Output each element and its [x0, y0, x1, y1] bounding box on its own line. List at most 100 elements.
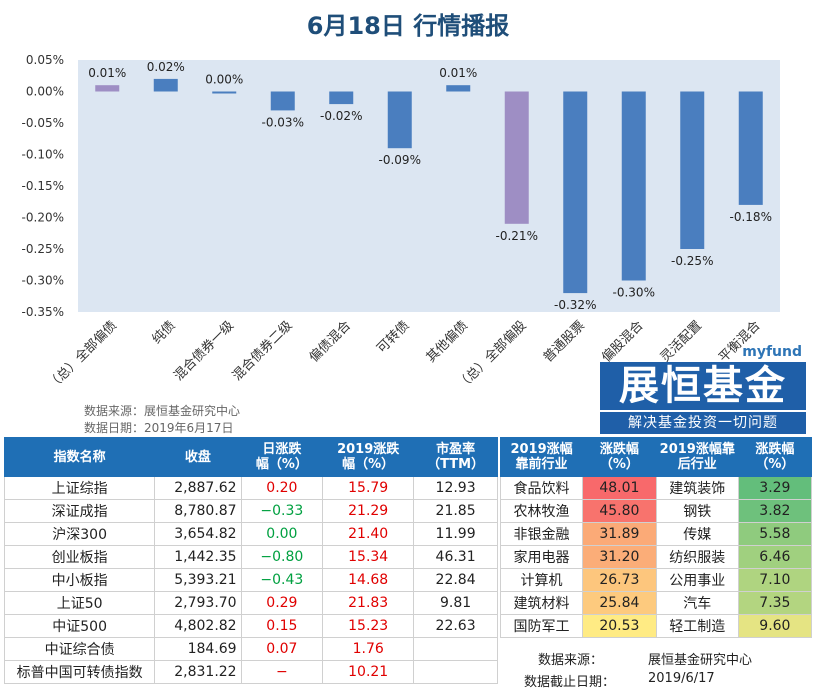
y-tick-label: -0.15% [22, 179, 64, 193]
index-ytd-change: 15.79 [322, 476, 415, 500]
x-tick-label: 其他偏债 [424, 318, 471, 365]
index-name: 创业板指 [3, 545, 156, 569]
index-close: 4,802.82 [154, 614, 242, 638]
bottom-industry-value: 3.82 [737, 499, 813, 523]
data-label: 0.01% [88, 66, 126, 80]
industry-table-header: 2019涨幅 靠前行业 涨跌幅 （%） 2019涨幅靠 后行业 涨跌幅 （%） [499, 437, 813, 477]
index-header-cell: 指数名称 [3, 437, 156, 477]
logo-main-text: 展恒基金 [600, 362, 806, 410]
logo-slogan: 解决基金投资一切问题 [600, 412, 806, 434]
index-day-change: 0.00 [240, 522, 324, 546]
y-tick-label: -0.35% [22, 305, 64, 319]
top-industry-value: 31.89 [582, 522, 657, 546]
data-label: 0.01% [439, 66, 477, 80]
index-ytd-change: 21.29 [322, 499, 415, 523]
industry-row: 建筑材料 25.84 汽车 7.35 [499, 591, 813, 615]
top-industry-name: 食品饮料 [499, 476, 584, 500]
top-industry-name: 建筑材料 [499, 591, 584, 615]
x-tick-label: 纯债 [150, 318, 179, 347]
bar [563, 91, 588, 294]
index-row: 标普中国可转债指数 2,831.22−10.21 [3, 660, 498, 684]
index-name: 深证成指 [3, 499, 156, 523]
top-industry-name: 计算机 [499, 568, 584, 592]
industry-header-cell: 涨跌幅 （%） [737, 437, 813, 477]
index-name: 中小板指 [3, 568, 156, 592]
index-header-cell: 日涨跌 幅（%） [240, 437, 324, 477]
index-day-change: 0.20 [240, 476, 324, 500]
top-industry-name: 家用电器 [499, 545, 584, 569]
index-pe: 22.84 [413, 568, 498, 592]
industry-row: 计算机 26.73 公用事业 7.10 [499, 568, 813, 592]
top-industry-name: 农林牧渔 [499, 499, 584, 523]
top-industry-value: 31.20 [582, 545, 657, 569]
bar [680, 91, 705, 249]
x-tick-label: （总）全部偏债 [44, 318, 120, 394]
index-close: 1,442.35 [154, 545, 242, 569]
index-pe: 22.63 [413, 614, 498, 638]
index-name: 上证50 [3, 591, 156, 615]
bar [387, 91, 412, 149]
top-industry-value: 25.84 [582, 591, 657, 615]
index-pe: 11.99 [413, 522, 498, 546]
index-close: 5,393.21 [154, 568, 242, 592]
index-table: 指数名称 收盘 日涨跌 幅（%） 2019涨跌 幅（%） 市盈率 （TTM） 上证综指 2,88… [3, 437, 498, 684]
index-pe [413, 637, 498, 661]
index-row: 沪深300 3,654.82 0.00 21.40 11.99 [3, 522, 498, 546]
index-pe: 9.81 [413, 591, 498, 615]
index-day-change: −0.80 [240, 545, 324, 569]
data-label: -0.09% [379, 153, 421, 167]
x-tick-label: 混合债券二级 [229, 318, 295, 384]
industry-header-cell: 2019涨幅靠 后行业 [655, 437, 739, 477]
index-close: 2,793.70 [154, 591, 242, 615]
data-label: -0.32% [554, 298, 596, 312]
index-row: 创业板指 1,442.35 −0.80 15.34 46.31 [3, 545, 498, 569]
bar [95, 85, 120, 92]
industry-row: 家用电器 31.20 纺织服装 6.46 [499, 545, 813, 569]
index-close: 2,887.62 [154, 476, 242, 500]
index-name: 标普中国可转债指数 [3, 660, 156, 684]
data-label: -0.03% [262, 115, 304, 129]
y-tick-label: -0.25% [22, 242, 64, 256]
bar [621, 91, 646, 281]
bar [270, 91, 295, 111]
index-row: 上证综指 2,887.62 0.20 15.79 12.93 [3, 476, 498, 500]
bottom-industry-value: 7.10 [737, 568, 813, 592]
index-ytd-change: 21.40 [322, 522, 415, 546]
industry-header-cell: 2019涨幅 靠前行业 [499, 437, 584, 477]
data-label: 0.02% [147, 60, 185, 74]
data-label: -0.21% [496, 229, 538, 243]
top-industry-name: 国防军工 [499, 614, 584, 638]
index-ytd-change: 14.68 [322, 568, 415, 592]
index-row: 中证500 4,802.82 0.15 15.23 22.63 [3, 614, 498, 638]
industry-row: 食品饮料 48.01 建筑装饰 3.29 [499, 476, 813, 500]
index-header-cell: 收盘 [154, 437, 242, 477]
index-row: 中小板指 5,393.21 −0.43 14.68 22.84 [3, 568, 498, 592]
table-date-value: 2019/6/17 [648, 671, 715, 686]
data-label: -0.25% [671, 254, 713, 268]
index-pe: 21.85 [413, 499, 498, 523]
bottom-industry-value: 7.35 [737, 591, 813, 615]
index-row: 深证成指 8,780.87 −0.33 21.29 21.85 [3, 499, 498, 523]
index-header-cell: 市盈率 （TTM） [413, 437, 498, 477]
table-date-label: 数据截止日期： [524, 675, 616, 690]
y-tick-label: 0.05% [26, 53, 64, 67]
index-day-change: 0.15 [240, 614, 324, 638]
x-tick-label: 混合债券一级 [171, 318, 237, 384]
bar [504, 91, 529, 224]
data-label: -0.18% [730, 210, 772, 224]
bottom-industry-value: 9.60 [737, 614, 813, 638]
page-title: 6月18日 行情播报 [306, 12, 510, 40]
bottom-industry-name: 公用事业 [655, 568, 739, 592]
y-tick-label: -0.30% [22, 274, 64, 288]
index-close: 3,654.82 [154, 522, 242, 546]
industry-header-cell: 涨跌幅 （%） [582, 437, 657, 477]
y-tick-label: -0.10% [22, 148, 64, 162]
y-tick-label: 0.00% [26, 85, 64, 99]
bottom-industry-name: 建筑装饰 [655, 476, 739, 500]
y-tick-label: -0.20% [22, 211, 64, 225]
index-row: 中证综合债 184.69 0.07 1.76 [3, 637, 498, 661]
bottom-industry-value: 3.29 [737, 476, 813, 500]
index-name: 上证综指 [3, 476, 156, 500]
industry-row: 国防军工 20.53 轻工制造 9.60 [499, 614, 813, 638]
index-ytd-change: 1.76 [322, 637, 415, 661]
